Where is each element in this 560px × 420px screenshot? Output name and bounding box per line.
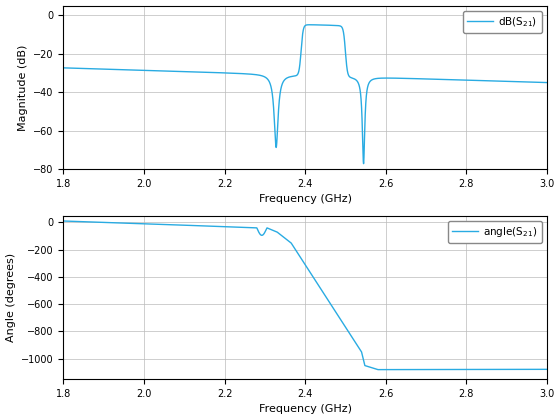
X-axis label: Frequency (GHz): Frequency (GHz) — [259, 404, 352, 415]
Legend: angle(S$_{21}$): angle(S$_{21}$) — [448, 221, 542, 243]
Legend: dB(S$_{21}$): dB(S$_{21}$) — [463, 11, 542, 33]
X-axis label: Frequency (GHz): Frequency (GHz) — [259, 194, 352, 205]
Y-axis label: Angle (degrees): Angle (degrees) — [6, 253, 16, 342]
Y-axis label: Magnitude (dB): Magnitude (dB) — [18, 44, 27, 131]
